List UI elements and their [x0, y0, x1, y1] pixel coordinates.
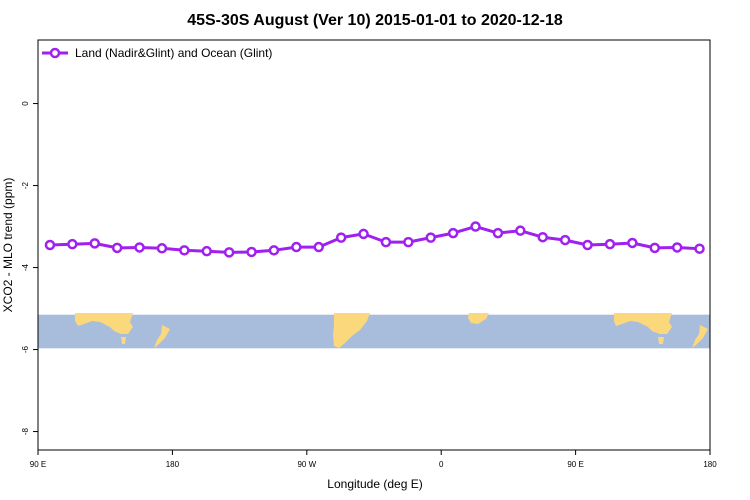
data-point — [268, 245, 280, 256]
data-point — [201, 245, 212, 257]
data-point — [89, 238, 100, 249]
data-point — [582, 239, 593, 251]
x-axis: 90 E 180 90 W 0 90 E 180 — [30, 450, 717, 469]
data-point — [335, 232, 347, 243]
data-point — [223, 247, 235, 258]
y-tick-label: -4 — [21, 263, 30, 271]
data-point — [246, 246, 257, 258]
y-tick-label: 0 — [21, 101, 30, 106]
series-group — [44, 221, 705, 258]
data-point — [492, 227, 504, 239]
map-ocean — [38, 314, 710, 349]
y-axis-label: XCO2 - MLO trend (ppm) — [1, 178, 15, 313]
y-tick-label: -6 — [21, 345, 30, 353]
data-point — [515, 225, 526, 236]
x-tick-label: 180 — [703, 460, 717, 469]
data-point — [649, 242, 660, 254]
data-point — [671, 242, 683, 253]
legend-label: Land (Nadir&Glint) and Ocean (Glint) — [75, 46, 272, 60]
data-point — [358, 228, 369, 240]
x-tick-label: 0 — [439, 460, 444, 469]
y-tick-label: -2 — [21, 181, 30, 189]
data-point — [604, 238, 616, 250]
legend: Land (Nadir&Glint) and Ocean (Glint) — [42, 46, 272, 60]
x-tick-label: 90 E — [567, 460, 583, 469]
data-point — [627, 237, 638, 249]
map-background — [38, 313, 710, 349]
data-point — [380, 236, 392, 248]
data-point — [447, 227, 459, 239]
map-land — [75, 313, 708, 348]
x-tick-label: 90 W — [297, 460, 316, 469]
legend-marker — [49, 47, 61, 59]
data-point — [67, 238, 78, 250]
data-point — [111, 242, 123, 254]
x-tick-label: 90 E — [30, 460, 46, 469]
data-point — [291, 241, 302, 253]
y-tick-label: -8 — [21, 427, 30, 435]
data-point — [313, 241, 324, 253]
series-line — [49, 225, 700, 254]
data-point — [44, 239, 56, 251]
data-point — [403, 236, 414, 248]
chart-title: 45S-30S August (Ver 10) 2015-01-01 to 20… — [187, 12, 563, 29]
data-point — [470, 221, 481, 232]
data-point — [156, 243, 168, 254]
data-point — [559, 234, 571, 246]
x-tick-label: 180 — [166, 460, 180, 469]
x-axis-label: Longitude (deg E) — [327, 477, 422, 491]
data-point — [179, 245, 190, 256]
data-point — [694, 243, 705, 254]
plot-frame — [37, 39, 711, 451]
data-point — [537, 231, 548, 243]
y-axis: 0 -2 -4 -6 -8 — [21, 101, 38, 435]
data-point — [425, 232, 436, 243]
data-point — [134, 242, 145, 253]
